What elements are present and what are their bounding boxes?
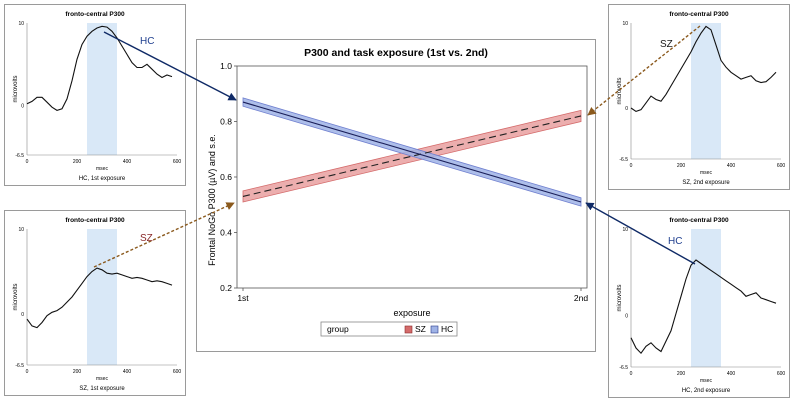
erp-ylabel: microvolts	[617, 284, 623, 311]
y-tick-label: -6.5	[15, 363, 24, 369]
y-tick-label: -6.5	[15, 153, 24, 159]
y-tick-label: 0	[21, 104, 24, 110]
plot-area	[237, 66, 587, 288]
erp-ylabel: microvolts	[617, 77, 623, 104]
x-tick-label: 2nd	[574, 293, 588, 303]
p300-window-shade	[87, 229, 117, 365]
y-tick-label: 0.2	[220, 283, 232, 293]
x-tick-label: 1st	[237, 293, 249, 303]
y-tick-label: 1.0	[220, 61, 232, 71]
x-tick-label: 400	[123, 159, 132, 165]
y-tick-label: 0	[625, 106, 628, 112]
legend-title: group	[327, 324, 349, 334]
main-chart-xlabel: exposure	[393, 308, 430, 318]
x-tick-label: 400	[123, 369, 132, 375]
legend-label-sz: SZ	[415, 324, 426, 334]
y-tick-label: -6.5	[619, 365, 628, 371]
erp-xlabel: msec	[96, 166, 108, 172]
p300-window-shade	[691, 229, 721, 367]
y-tick-label: 0	[625, 313, 628, 319]
x-tick-label: 200	[73, 369, 82, 375]
x-tick-label: 600	[777, 163, 786, 169]
y-tick-label: 0.6	[220, 172, 232, 182]
erp-title: fronto-central P300	[65, 217, 125, 224]
x-tick-label: 600	[173, 369, 182, 375]
erp-ylabel: microvolts	[13, 283, 19, 310]
erp-xlabel: msec	[700, 170, 712, 176]
legend-label-hc: HC	[441, 324, 453, 334]
x-tick-label: 0	[630, 371, 633, 377]
main-chart-title: P300 and task exposure (1st vs. 2nd)	[304, 47, 488, 59]
erp-caption: HC, 2nd exposure	[682, 388, 731, 394]
x-tick-label: 200	[677, 163, 686, 169]
y-tick-label: 0.8	[220, 117, 232, 127]
y-tick-label: 10	[18, 227, 24, 233]
y-tick-label: 10	[622, 21, 628, 27]
erp-caption: HC, 1st exposure	[79, 176, 126, 182]
legend: group SZ HC	[321, 322, 457, 336]
erp-caption: SZ, 1st exposure	[79, 386, 125, 392]
x-tick-label: 400	[727, 371, 736, 377]
y-tick-label: 0.4	[220, 228, 232, 238]
erp-title: fronto-central P300	[669, 217, 729, 224]
erp-xlabel: msec	[700, 378, 712, 384]
erp-title: fronto-central P300	[669, 11, 729, 18]
erp-ylabel: microvolts	[13, 75, 19, 102]
legend-swatch-sz	[405, 326, 412, 333]
x-tick-label: 0	[26, 369, 29, 375]
main-chart-panel: P300 and task exposure (1st vs. 2nd) Fro…	[196, 39, 596, 352]
x-tick-label: 200	[677, 371, 686, 377]
x-tick-label: 600	[173, 159, 182, 165]
erp-title: fronto-central P300	[65, 11, 125, 18]
x-tick-label: 200	[73, 159, 82, 165]
main-chart: P300 and task exposure (1st vs. 2nd) Fro…	[197, 40, 595, 351]
y-tick-label: 0	[21, 312, 24, 318]
x-tick-label: 0	[26, 159, 29, 165]
x-tick-label: 0	[630, 163, 633, 169]
legend-swatch-hc	[431, 326, 438, 333]
x-tick-label: 600	[777, 371, 786, 377]
p300-window-shade	[87, 23, 117, 155]
y-tick-label: -6.5	[619, 157, 628, 163]
erp-caption: SZ, 2nd exposure	[682, 180, 730, 186]
y-tick-label: 10	[622, 227, 628, 233]
main-chart-ylabel: Frontal NoGo P300 (µV) and s.e.	[207, 134, 217, 266]
erp-xlabel: msec	[96, 376, 108, 382]
x-tick-label: 400	[727, 163, 736, 169]
y-tick-label: 10	[18, 21, 24, 27]
